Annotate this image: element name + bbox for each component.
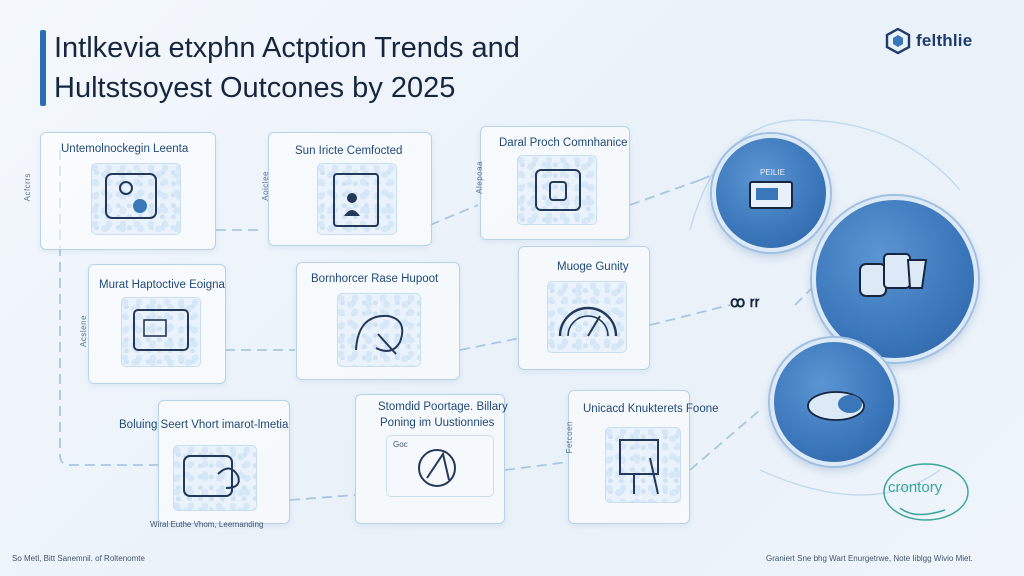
footer-left-text: So Metl, Bitt Sanemnil. of Roltenomte [12, 554, 145, 563]
card-8[interactable]: Stomdid Poortage. Billary Poning im Uust… [355, 394, 508, 524]
card-9-label: Unicacd Knukterets Foone [583, 403, 719, 415]
devices-icon [859, 253, 928, 297]
card-7-illustration [173, 445, 257, 511]
card-4-illustration [121, 297, 201, 367]
brand-logo[interactable]: felthlie [884, 26, 972, 56]
card-1-label: Untemolnockegin Leenta [61, 143, 189, 155]
card-3-label: Daral Proch Comnhanice [499, 137, 628, 149]
brand-name: felthlie [916, 31, 973, 50]
card-8-label: Stomdid Poortage. Billary [378, 401, 508, 413]
card-6-label: Muoge Gunity [557, 261, 629, 273]
card-2-label: Sun Iricte Cemfocted [295, 145, 403, 157]
document-person-icon [333, 173, 379, 227]
title-line-2: Hultstsoyest Outcones by 2025 [54, 72, 456, 104]
circle-node-2[interactable] [812, 196, 978, 362]
cloud-icon [807, 391, 865, 421]
signpost-icon [619, 439, 659, 495]
circle-node-3[interactable] [770, 338, 898, 466]
card-7-label: Boluing Seert Vhort imarot-lmetia [119, 419, 289, 431]
card-8-inner-tag: Goc [393, 440, 408, 449]
card-8-illustration: Goc [386, 435, 494, 497]
person-lock-icon [418, 449, 456, 487]
card-2[interactable]: Sun Iricte Cemfocted Aoiclee [261, 132, 432, 246]
card-4[interactable]: Murat Haptoctive Eoigna Acslene [79, 264, 226, 384]
card-5[interactable]: Bornhorcer Rase Hupoot [296, 262, 460, 380]
tablet-icon [105, 173, 157, 219]
card-1-illustration [91, 163, 181, 235]
title-accent-bar [40, 30, 46, 106]
lock-device-icon [535, 169, 581, 211]
card-4-side-note: Acslene [79, 315, 88, 347]
card-4-label: Murat Haptoctive Eoigna [99, 279, 225, 291]
connector-glyph: ꝏ ꭇꭇ [730, 294, 760, 311]
bottom-caption: Wiral Euthe Vhom, Leernanding [150, 520, 264, 529]
chart-swirl-icon [355, 314, 404, 355]
card-5-label: Bornhorcer Rase Hupoot [311, 273, 439, 285]
page-title: Intlkevia etxphn Actption Trends and Hul… [54, 28, 654, 108]
card-3-illustration [517, 155, 597, 225]
card-7[interactable]: Boluing Seert Vhort imarot-lmetia [119, 400, 290, 524]
card-5-illustration [337, 293, 421, 367]
card-3-side-note: Alepoaa [475, 161, 484, 194]
cube-icon [885, 27, 911, 55]
doodle-text: crontory [888, 479, 943, 496]
title-line-1: Intlkevia etxphn Actption Trends and [54, 32, 520, 64]
card-2-illustration [317, 163, 397, 235]
card-9-side-note: Fetcoen [565, 421, 574, 454]
card-9-illustration [605, 427, 681, 503]
card-9[interactable]: Unicacd Knukterets Foone Fetcoen [565, 390, 719, 524]
circle-node-1[interactable]: PEILIE [712, 134, 830, 252]
card-1-side-note: Acfcrrs [23, 173, 32, 202]
circle-1-label: PEILIE [760, 168, 785, 177]
card-2-side-note: Aoiclee [261, 171, 270, 201]
card-6[interactable]: Muoge Gunity [518, 246, 650, 370]
card-1[interactable]: Untemolnockegin Leenta Acfcrrs [23, 132, 216, 250]
footer-right-text: Graniert Sne bhg Wart Enurgetrwe, Note I… [766, 554, 973, 563]
chat-swirl-icon [183, 455, 240, 497]
card-6-illustration [547, 281, 627, 353]
card-8-label-2: Poning im Uustionnies [380, 417, 495, 429]
monitor-icon [749, 181, 793, 209]
card-3[interactable]: Daral Proch Comnhanice Alepoaa [475, 126, 630, 240]
screen-icon [133, 309, 189, 351]
gauge-icon [558, 306, 618, 337]
